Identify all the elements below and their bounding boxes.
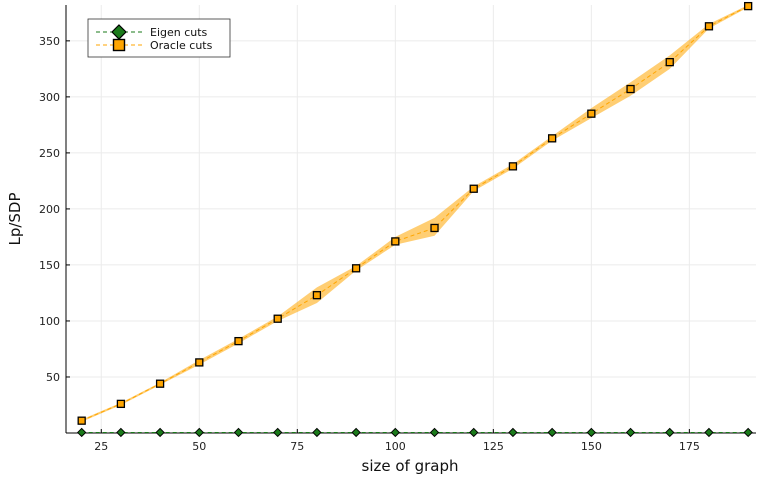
eigen-cuts-point xyxy=(586,427,597,438)
oracle-cuts-point xyxy=(77,416,86,425)
eigen-cuts-point xyxy=(76,427,87,438)
eigen-cuts-point xyxy=(194,427,205,438)
oracle-cuts-point xyxy=(155,379,165,388)
axes-layer: 25 50 75 100 125 150 175 50 100 150 200 250 300 350 xyxy=(39,5,756,453)
legend-item-oracle-cuts: Oracle cuts xyxy=(96,38,213,52)
band-layer xyxy=(81,5,749,422)
eigen-cuts-point xyxy=(116,427,126,438)
y-tick-label: 300 xyxy=(39,91,60,104)
oracle-cuts-point xyxy=(430,223,439,233)
eigen-cuts-point xyxy=(155,427,165,438)
oracle-cuts-point xyxy=(391,237,400,246)
oracle-cuts-point xyxy=(351,264,361,273)
eigen-cuts-point xyxy=(625,427,636,438)
oracle-cuts-point xyxy=(547,134,557,143)
y-axis-label: Lp/SDP xyxy=(6,192,24,245)
grid-layer xyxy=(66,5,756,433)
oracle-cuts-point xyxy=(116,399,126,409)
x-tick-label: 125 xyxy=(483,440,504,453)
eigen-cuts-point xyxy=(508,427,518,438)
legend-label-oracle-cuts: Oracle cuts xyxy=(150,39,213,52)
y-tick-label: 250 xyxy=(39,147,60,160)
eigen-cuts-point xyxy=(469,427,479,438)
y-tick-label: 200 xyxy=(39,203,60,216)
x-tick-label: 175 xyxy=(679,440,700,453)
oracle-cuts-point xyxy=(195,358,204,367)
oracle-cuts-point xyxy=(469,184,478,193)
eigen-cuts-point xyxy=(233,427,244,438)
x-tick-label: 100 xyxy=(385,440,406,453)
eigen-cuts-point xyxy=(665,427,675,438)
eigen-cuts-point xyxy=(704,427,714,438)
eigen-cuts-point xyxy=(547,427,557,438)
eigen-cuts-point xyxy=(312,427,322,438)
oracle-cuts-point xyxy=(312,291,322,300)
oracle-cuts-point xyxy=(508,162,518,171)
eigen-cuts-point xyxy=(390,427,401,438)
eigen-cuts-point xyxy=(429,427,440,438)
oracle-cuts-point xyxy=(273,314,282,323)
series-layer xyxy=(76,1,753,438)
y-tick-label: 50 xyxy=(46,371,60,384)
y-tick-label: 350 xyxy=(39,35,60,48)
eigen-cuts-point xyxy=(743,427,753,438)
oracle-cuts-point xyxy=(744,1,753,11)
x-tick-label: 150 xyxy=(581,440,602,453)
legend-box xyxy=(87,18,231,58)
oracle-cuts-point xyxy=(587,109,596,118)
y-tick-label: 150 xyxy=(39,259,60,272)
x-tick-label: 50 xyxy=(192,440,206,453)
y-tick-label: 100 xyxy=(39,315,60,328)
x-tick-label: 75 xyxy=(290,440,304,453)
oracle-cuts-line xyxy=(81,5,749,422)
oracle-cuts-point xyxy=(704,22,714,31)
oracle-cuts-point xyxy=(234,336,243,346)
oracle-cuts-point xyxy=(626,84,635,94)
legend-marker-oracle-cuts xyxy=(112,38,126,52)
legend: Eigen cuts Oracle cuts xyxy=(87,18,231,58)
legend-label-eigen-cuts: Eigen cuts xyxy=(150,26,208,39)
eigen-cuts-point xyxy=(351,427,361,438)
oracle-cuts-band xyxy=(81,5,749,422)
oracle-cuts-point xyxy=(665,57,674,67)
x-axis-label: size of graph xyxy=(362,457,459,475)
eigen-cuts-point xyxy=(272,427,283,438)
x-tick-label: 25 xyxy=(94,440,108,453)
